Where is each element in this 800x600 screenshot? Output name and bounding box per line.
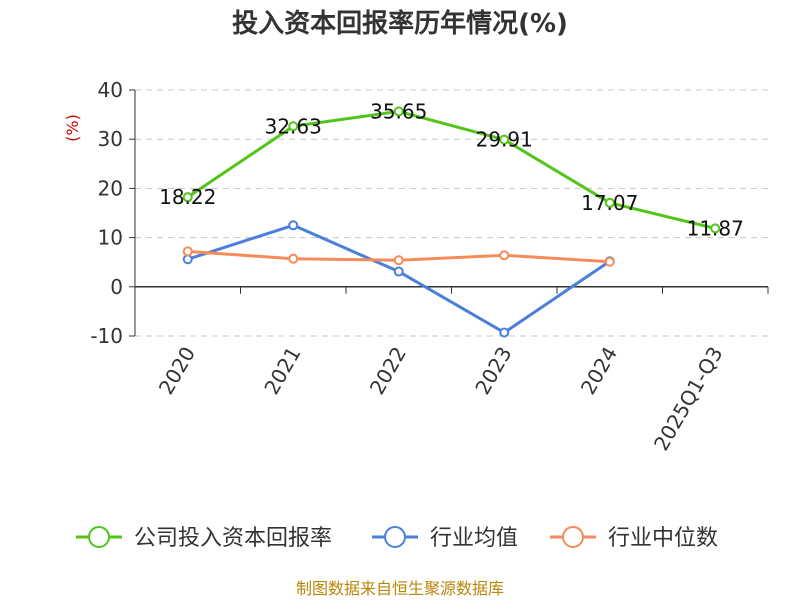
legend: 公司投入资本回报率 行业均值 行业中位数: [76, 526, 718, 551]
data-point: [499, 327, 510, 338]
legend-item[interactable]: 行业中位数: [550, 526, 718, 551]
data-label: 32.63: [265, 114, 322, 138]
y-tick-label: 40: [98, 78, 123, 102]
y-tick-label: 20: [98, 176, 123, 200]
legend-marker: [88, 526, 110, 548]
x-tick-label: 2021: [259, 343, 305, 399]
data-label: 35.65: [370, 99, 427, 123]
series-line: [186, 109, 716, 230]
data-point: [288, 220, 299, 231]
y-axis-label: (%): [63, 114, 82, 142]
data-point: [604, 256, 615, 267]
legend-label: 行业均值: [430, 526, 518, 551]
data-labels: 18.22 32.63 35.65 29.91 17.07 11.87: [159, 99, 744, 240]
data-point: [182, 254, 193, 265]
x-tick-label: 2025Q1-Q3: [649, 343, 728, 455]
y-tick-label: 30: [98, 127, 123, 151]
legend-item[interactable]: 行业均值: [372, 526, 518, 551]
x-tick-label: 2023: [470, 343, 516, 399]
data-point: [393, 106, 404, 117]
data-label: 29.91: [476, 128, 533, 152]
data-point: [182, 192, 193, 203]
data-point: [499, 134, 510, 145]
data-point: [288, 253, 299, 264]
chart-title: 投入资本回报率历年情况(%): [232, 8, 568, 39]
data-point: [393, 266, 404, 277]
data-label: 18.22: [159, 185, 216, 209]
data-point: [182, 246, 193, 257]
y-tick-label: 10: [98, 226, 123, 250]
series-layer: [182, 106, 721, 338]
data-point: [288, 121, 299, 132]
x-tick-label: 2022: [365, 343, 411, 399]
data-point: [710, 223, 721, 234]
legend-label: 行业中位数: [608, 526, 718, 551]
y-tick-label: -10: [90, 324, 123, 348]
data-label: 11.87: [687, 216, 744, 240]
x-tick-label: 2020: [154, 343, 200, 399]
y-tick-label: 0: [110, 275, 123, 299]
y-axis: 40 30 20 10 0 -10: [90, 78, 136, 348]
legend-item[interactable]: 公司投入资本回报率: [76, 526, 332, 551]
legend-marker: [384, 526, 406, 548]
data-label: 17.07: [581, 191, 638, 215]
source-note: 制图数据来自恒生聚源数据库: [296, 579, 504, 598]
legend-marker: [562, 526, 584, 548]
series-line: [187, 223, 611, 335]
data-point: [393, 255, 404, 266]
x-axis: 2020 2021 2022 2023 2024 2025Q1-Q3: [134, 286, 769, 455]
data-point: [604, 197, 615, 208]
legend-label: 公司投入资本回报率: [134, 526, 332, 551]
x-tick-label: 2024: [576, 343, 622, 399]
data-point: [499, 250, 510, 261]
